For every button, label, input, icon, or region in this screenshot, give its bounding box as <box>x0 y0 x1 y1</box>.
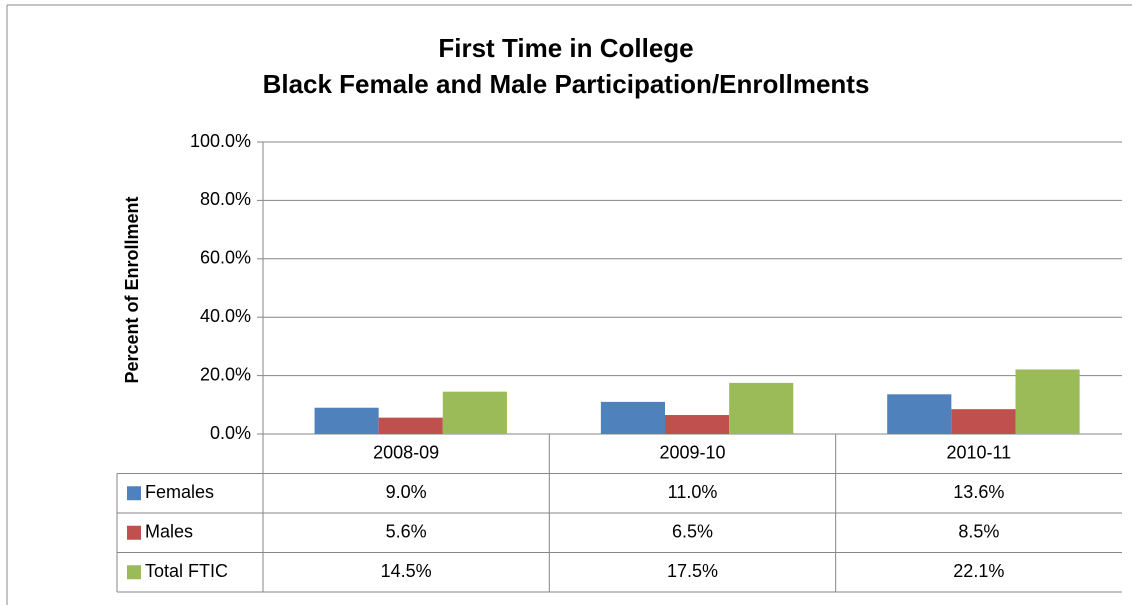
y-axis-label: Percent of Enrollment <box>122 196 142 383</box>
y-tick-label: 0.0% <box>210 423 251 443</box>
bar <box>665 415 730 434</box>
bar <box>951 409 1016 434</box>
bar <box>729 382 794 434</box>
y-tick-label: 80.0% <box>200 189 251 209</box>
y-tick-label: 40.0% <box>200 306 251 326</box>
bar <box>1015 369 1080 434</box>
table-value: 11.0% <box>668 482 718 502</box>
x-tick-label: 2009-10 <box>659 443 725 463</box>
bar <box>887 394 952 434</box>
table-value: 17.5% <box>667 561 718 581</box>
table-value: 8.5% <box>958 522 999 542</box>
table-value: 9.0% <box>386 482 427 502</box>
bar <box>314 407 379 434</box>
bar <box>378 417 443 434</box>
table-value: 22.1% <box>953 561 1004 581</box>
bar <box>442 391 507 434</box>
legend-label: Total FTIC <box>145 561 228 581</box>
table-value: 5.6% <box>386 522 427 542</box>
table-value: 14.5% <box>381 561 432 581</box>
x-tick-label: 2010-11 <box>946 443 1011 463</box>
table-value: 6.5% <box>672 522 713 542</box>
legend-label: Females <box>145 482 214 502</box>
x-tick-label: 2008-09 <box>373 443 439 463</box>
y-tick-label: 20.0% <box>200 364 251 384</box>
legend-key <box>127 486 141 501</box>
y-tick-label: 60.0% <box>200 248 251 268</box>
chart-subtitle: Black Female and Male Participation/Enro… <box>263 69 870 99</box>
legend-label: Males <box>145 522 193 542</box>
legend-key <box>127 565 141 580</box>
y-tick-label: 100.0% <box>190 131 251 151</box>
chart-title: First Time in College <box>438 33 693 63</box>
bar <box>600 401 666 434</box>
table-value: 13.6% <box>953 482 1004 502</box>
legend-key <box>127 525 141 540</box>
